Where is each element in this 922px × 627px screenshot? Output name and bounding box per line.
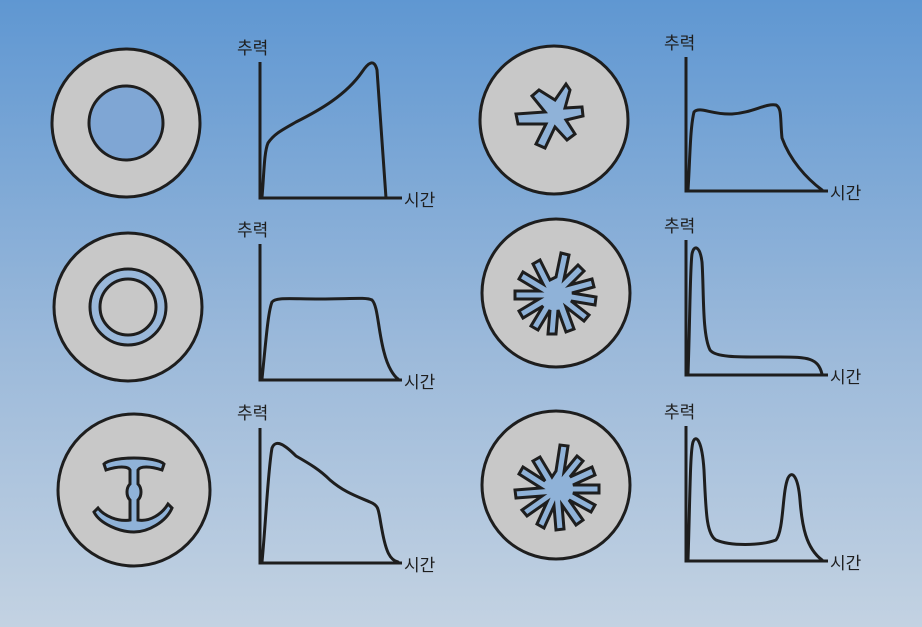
thrust-chart-regressive: 추력 시간 [237, 404, 436, 576]
star-bore [514, 81, 585, 150]
y-axis-label: 추력 [664, 217, 695, 237]
x-axis-label: 시간 [830, 184, 862, 204]
axes [258, 428, 402, 565]
x-axis-label: 시간 [830, 554, 862, 574]
axes [684, 240, 828, 377]
thrust-curve [686, 103, 824, 192]
thrust-curve [260, 442, 400, 564]
thrust-chart-progressive: 추력 시간 [237, 39, 436, 211]
axes [258, 244, 402, 382]
grain-wagon-wheel [480, 217, 632, 369]
inner-rod [98, 277, 158, 337]
slotted-bore [513, 443, 601, 532]
y-axis-label: 추력 [237, 404, 268, 424]
y-axis-label: 추력 [237, 221, 268, 241]
slotted-bore [513, 251, 598, 336]
thrust-curve [260, 296, 400, 381]
thrust-curve [686, 437, 824, 562]
thrust-chart-dual-spike: 추력 시간 [664, 403, 862, 574]
x-axis-label: 시간 [830, 368, 862, 388]
grain-anchor [56, 412, 212, 568]
axes [258, 62, 402, 200]
y-axis-label: 추력 [237, 39, 268, 59]
anchor-slot [92, 456, 174, 534]
axes [684, 57, 828, 193]
thrust-curve [260, 61, 388, 200]
x-axis-label: 시간 [404, 191, 436, 211]
x-axis-label: 시간 [404, 373, 436, 393]
thrust-chart-neutral-hump: 추력 시간 [664, 34, 862, 204]
y-axis-label: 추력 [664, 403, 695, 423]
thrust-chart-neutral: 추력 시간 [237, 221, 436, 393]
thrust-curve [686, 246, 824, 376]
grain-tubular [50, 47, 202, 199]
y-axis-label: 추력 [664, 34, 695, 54]
grain-star [478, 44, 630, 196]
thrust-chart-initial-spike: 추력 시간 [664, 217, 862, 388]
grain-dual-wheel [480, 409, 632, 561]
grain-rod-and-tube [52, 231, 204, 383]
x-axis-label: 시간 [404, 556, 436, 576]
axes [684, 426, 828, 563]
bore-circle [87, 84, 165, 162]
